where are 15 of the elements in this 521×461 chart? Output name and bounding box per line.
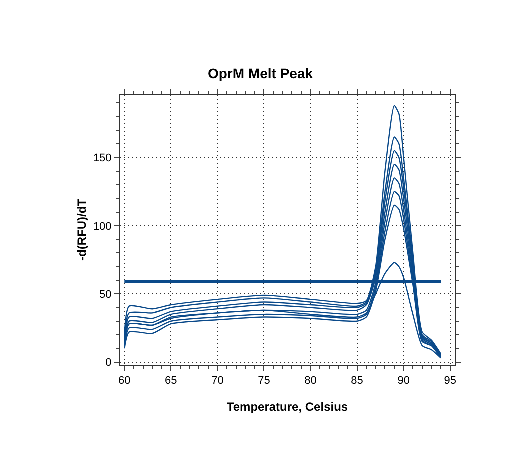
x-tick-label: 70 <box>212 375 224 388</box>
y-tick-label: 100 <box>93 220 112 233</box>
x-tick-label: 90 <box>398 375 410 388</box>
x-tick-label: 85 <box>351 375 364 388</box>
y-tick-label: 50 <box>100 288 112 301</box>
chart-title: OprM Melt Peak <box>208 65 314 82</box>
x-tick-label: 95 <box>444 375 456 388</box>
y-tick-label: 0 <box>106 357 112 370</box>
y-axis-title: -d(RFU)/dT <box>75 198 89 261</box>
x-tick-label: 75 <box>258 375 270 388</box>
x-axis-title: Temperature, Celsius <box>226 400 348 414</box>
x-tick-label: 60 <box>118 375 131 388</box>
x-tick-label: 65 <box>165 375 178 388</box>
y-tick-label: 150 <box>93 152 112 165</box>
x-tick-label: 80 <box>304 375 317 388</box>
